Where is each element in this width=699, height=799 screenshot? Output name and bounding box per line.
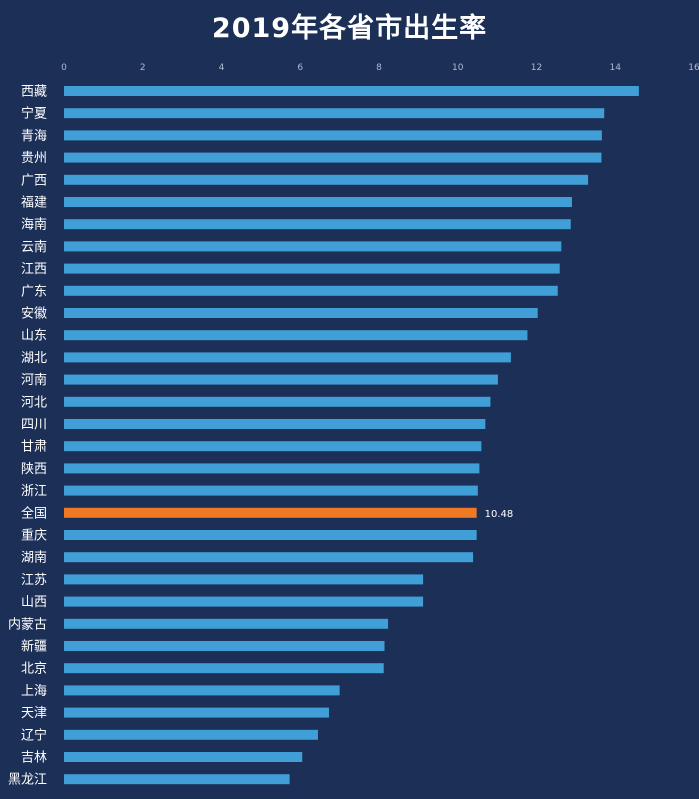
category-label: 广东 [21, 284, 47, 299]
category-label: 湖南 [21, 550, 47, 566]
category-label: 黑龙江 [8, 773, 47, 788]
category-label: 天津 [21, 706, 47, 721]
category-label: 重庆 [21, 528, 47, 544]
category-label: 海南 [21, 217, 47, 233]
category-label: 北京 [21, 662, 47, 677]
category-label: 宁夏 [21, 106, 47, 122]
bar [64, 352, 511, 363]
bar [64, 552, 474, 563]
bar [64, 219, 571, 230]
bar [64, 241, 562, 252]
bar [64, 596, 424, 607]
category-label: 山西 [21, 595, 47, 610]
bar [64, 263, 560, 274]
category-label: 江苏 [21, 572, 47, 588]
category-label: 浙江 [21, 484, 47, 499]
category-label: 山东 [21, 329, 47, 344]
category-label: 河北 [21, 395, 47, 410]
bar [64, 663, 384, 674]
highlight-bar [64, 507, 477, 518]
x-tick-label: 6 [297, 63, 303, 73]
bar [64, 685, 340, 696]
bar [64, 752, 303, 762]
category-label: 贵州 [21, 151, 47, 166]
bar [64, 152, 602, 163]
bar [64, 396, 491, 407]
bar [64, 729, 318, 740]
category-label: 云南 [21, 239, 47, 255]
category-label: 新疆 [21, 639, 47, 655]
category-label: 江西 [21, 262, 47, 277]
category-label: 西藏 [21, 85, 47, 100]
category-label: 上海 [21, 684, 47, 699]
bar [64, 197, 572, 207]
highlight-data-label: 10.48 [485, 509, 514, 520]
x-tick-label: 0 [61, 63, 67, 73]
category-label: 福建 [21, 196, 47, 211]
bar [64, 774, 290, 785]
category-label: 陕西 [21, 462, 47, 477]
bar [64, 485, 478, 496]
bar [64, 441, 482, 452]
bar [64, 374, 498, 385]
bar [64, 574, 424, 585]
category-label: 全国 [21, 505, 47, 521]
x-tick-label: 4 [219, 63, 225, 73]
category-label: 安徽 [21, 307, 47, 322]
category-label: 四川 [21, 418, 47, 433]
category-label: 甘肃 [21, 440, 47, 455]
bar [64, 86, 639, 96]
x-tick-label: 2 [140, 63, 146, 73]
bar [64, 308, 538, 318]
bar [64, 618, 389, 629]
bar [64, 130, 602, 141]
bar [64, 419, 486, 429]
bar [64, 530, 477, 540]
category-label: 吉林 [21, 751, 47, 766]
category-label: 河南 [21, 372, 47, 388]
x-tick-label: 16 [688, 63, 699, 73]
bar [64, 707, 329, 718]
bar [64, 641, 385, 651]
category-label: 辽宁 [21, 727, 47, 743]
bar [64, 108, 605, 119]
category-label: 湖北 [21, 351, 47, 366]
category-label: 内蒙古 [8, 616, 47, 632]
x-tick-label: 12 [531, 63, 542, 73]
x-tick-label: 8 [376, 63, 382, 73]
bar [64, 285, 558, 296]
bar [64, 330, 528, 341]
bar [64, 174, 589, 185]
x-tick-label: 10 [452, 63, 464, 73]
category-label: 青海 [21, 129, 47, 144]
x-tick-label: 14 [610, 63, 622, 73]
bar [64, 463, 480, 474]
category-label: 广西 [21, 173, 47, 188]
chart-title: 2019年各省市出生率 [211, 13, 488, 44]
